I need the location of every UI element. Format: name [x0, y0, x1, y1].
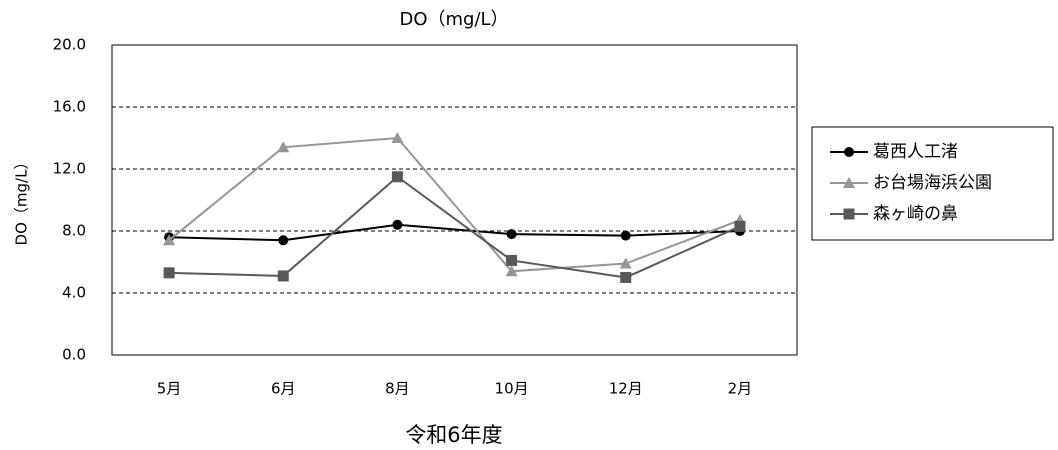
- plot-frame: [111, 44, 798, 356]
- chart-title: DO（mg/L）: [399, 9, 508, 30]
- x-tick-label: 6月: [271, 380, 296, 398]
- y-tick-label: 16.0: [53, 98, 86, 116]
- data-point: [506, 229, 517, 240]
- legend-label: お台場海浜公園: [873, 173, 992, 193]
- y-axis-label: DO（mg/L）: [13, 155, 31, 246]
- x-tick-label: 12月: [609, 380, 643, 398]
- data-point: [391, 132, 404, 143]
- data-point: [163, 234, 176, 246]
- legend-marker: [843, 177, 855, 188]
- x-tick-label: 8月: [385, 380, 410, 398]
- data-point: [620, 272, 632, 283]
- y-tick-label: 0.0: [62, 346, 86, 364]
- x-axis-label: 令和6年度: [405, 423, 502, 447]
- data-point: [392, 219, 403, 230]
- y-tick-label: 12.0: [53, 160, 86, 178]
- y-tick-label: 20.0: [53, 36, 86, 54]
- legend-marker: [844, 147, 854, 157]
- data-point: [506, 254, 518, 266]
- series-line: [169, 175, 741, 279]
- series-line: [168, 136, 741, 273]
- data-point: [734, 220, 746, 232]
- legend-marker: [843, 208, 855, 220]
- data-point: [278, 235, 289, 246]
- legend-label: 森ヶ崎の鼻: [873, 204, 958, 224]
- data-point: [277, 141, 290, 153]
- data-point: [163, 267, 175, 279]
- data-point: [391, 171, 403, 183]
- y-tick-label: 4.0: [62, 284, 86, 302]
- legend-label: 葛西人工渚: [873, 142, 958, 162]
- series-line: [169, 223, 740, 242]
- y-tick-label: 8.0: [62, 222, 86, 240]
- data-point: [505, 265, 518, 277]
- data-point: [277, 270, 289, 282]
- x-tick-label: 2月: [728, 380, 753, 398]
- x-tick-label: 5月: [157, 380, 182, 398]
- x-tick-label: 10月: [495, 380, 529, 398]
- data-point: [619, 257, 632, 269]
- data-point: [620, 230, 631, 241]
